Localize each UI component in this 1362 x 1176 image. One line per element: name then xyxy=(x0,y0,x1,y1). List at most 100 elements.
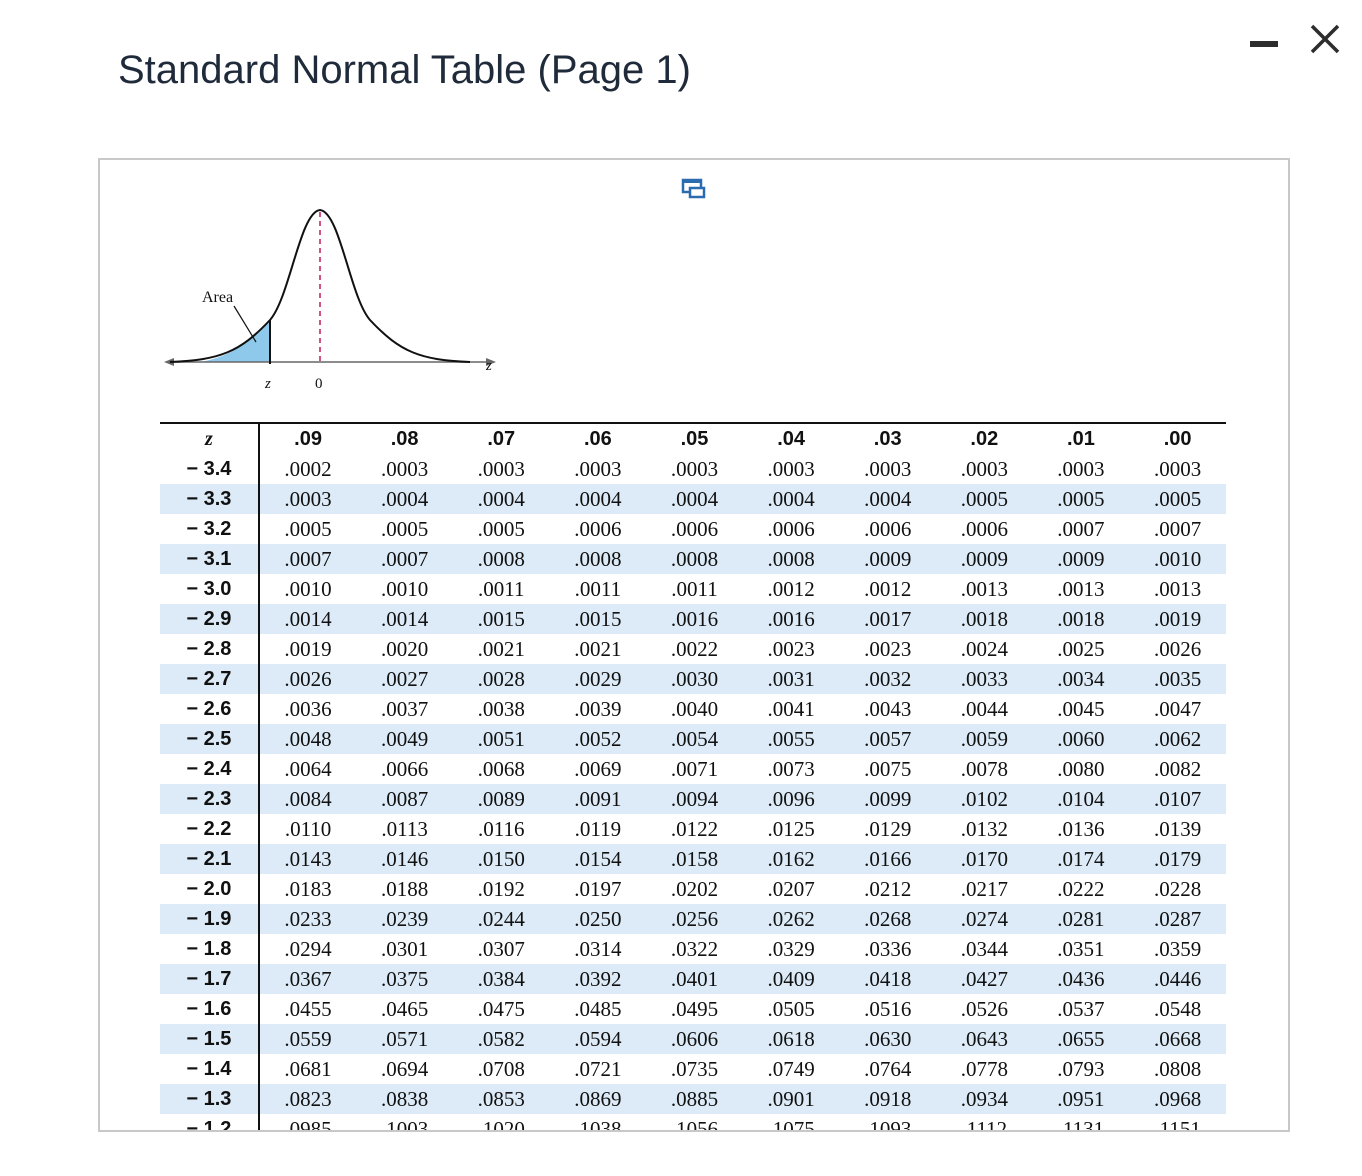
probability-cell: .0052 xyxy=(574,727,622,751)
probability-cell: .0018 xyxy=(960,607,1008,631)
probability-cell: .0495 xyxy=(670,997,719,1021)
probability-cell: .0132 xyxy=(960,817,1008,841)
probability-cell: .0007 xyxy=(381,547,429,571)
table-row: − 1.4 .0681 .0694 .0708 .0721 .0735 .0749 .0764… xyxy=(160,1054,1226,1084)
probability-cell: .0009 xyxy=(960,547,1008,571)
z-value-cell: − 1.9 xyxy=(160,904,260,934)
probability-cell: .0089 xyxy=(477,787,525,811)
axis-label: z xyxy=(485,358,492,374)
table-row: − 1.5 .0559 .0571 .0582 .0594 .0606 .0618 .0630… xyxy=(160,1024,1226,1054)
z-column-header: z xyxy=(160,423,260,454)
z-table-wrapper: z .09 .08 .07 .06 .05 .04 .03 .02 .01 .0… xyxy=(160,422,1226,1132)
probability-cell: .0526 xyxy=(960,997,1008,1021)
area-label: Area xyxy=(202,289,233,306)
probability-cell: .0643 xyxy=(960,1027,1008,1051)
z-tick-label: z xyxy=(264,376,271,392)
probability-cell: .0668 xyxy=(1153,1027,1202,1051)
probability-cell: .0034 xyxy=(1057,667,1105,691)
probability-cell: .0158 xyxy=(670,847,719,871)
probability-cell: .0143 xyxy=(284,847,332,871)
probability-cell: .1112 xyxy=(961,1117,1008,1132)
probability-cell: .0146 xyxy=(381,847,429,871)
probability-cell: .0778 xyxy=(960,1057,1008,1081)
minimize-icon[interactable] xyxy=(1250,41,1278,47)
probability-cell: .0002 xyxy=(284,457,332,481)
probability-cell: .0985 xyxy=(284,1117,332,1132)
probability-cell: .0351 xyxy=(1057,937,1105,961)
probability-cell: .0032 xyxy=(864,667,912,691)
probability-cell: .0918 xyxy=(864,1087,912,1111)
probability-cell: .0154 xyxy=(574,847,622,871)
column-header: .03 xyxy=(873,428,902,450)
z-value-cell: − 2.9 xyxy=(160,604,260,634)
probability-cell: .0222 xyxy=(1057,877,1105,901)
probability-cell: .0029 xyxy=(574,667,622,691)
probability-cell: .0012 xyxy=(864,577,912,601)
probability-cell: .0793 xyxy=(1057,1057,1105,1081)
probability-cell: .0003 xyxy=(670,457,719,481)
probability-cell: .0694 xyxy=(381,1057,429,1081)
probability-cell: .0033 xyxy=(960,667,1008,691)
probability-cell: .0162 xyxy=(767,847,815,871)
probability-cell: .0010 xyxy=(381,577,429,601)
table-row: − 1.7 .0367 .0375 .0384 .0392 .0401 .0409 .0418… xyxy=(160,964,1226,994)
close-icon[interactable] xyxy=(1308,22,1342,56)
table-row: − 1.9 .0233 .0239 .0244 .0250 .0256 .0262 .0268… xyxy=(160,904,1226,934)
probability-cell: .0006 xyxy=(574,517,622,541)
probability-cell: .0287 xyxy=(1153,907,1202,931)
probability-cell: .0018 xyxy=(1057,607,1105,631)
probability-cell: .0075 xyxy=(864,757,912,781)
z-value-cell: − 1.5 xyxy=(160,1024,260,1054)
probability-cell: .0003 xyxy=(960,457,1008,481)
probability-cell: .0005 xyxy=(1057,487,1105,511)
probability-cell: .0179 xyxy=(1153,847,1202,871)
probability-cell: .0968 xyxy=(1153,1087,1202,1111)
probability-cell: .0060 xyxy=(1057,727,1105,751)
table-row: − 2.7 .0026 .0027 .0028 .0029 .0030 .0031 .0032… xyxy=(160,664,1226,694)
probability-cell: .0618 xyxy=(767,1027,815,1051)
z-value-cell: − 2.0 xyxy=(160,874,260,904)
probability-cell: .0028 xyxy=(477,667,525,691)
probability-cell: .0005 xyxy=(1153,487,1202,511)
probability-cell: .0041 xyxy=(767,697,815,721)
probability-cell: .0367 xyxy=(284,967,332,991)
table-row: − 2.6 .0036 .0037 .0038 .0039 .0040 .0041 .0043… xyxy=(160,694,1226,724)
z-value-cell: − 1.8 xyxy=(160,934,260,964)
probability-cell: .0068 xyxy=(477,757,525,781)
probability-cell: .0301 xyxy=(381,937,429,961)
probability-cell: .0268 xyxy=(864,907,912,931)
probability-cell: .0021 xyxy=(574,637,622,661)
probability-cell: .0021 xyxy=(477,637,525,661)
probability-cell: .0869 xyxy=(574,1087,622,1111)
probability-cell: .0655 xyxy=(1057,1027,1105,1051)
probability-cell: .0024 xyxy=(960,637,1008,661)
probability-cell: .0049 xyxy=(381,727,429,751)
probability-cell: .0427 xyxy=(960,967,1008,991)
probability-cell: .0314 xyxy=(574,937,622,961)
table-row: − 2.3 .0084 .0087 .0089 .0091 .0094 .0096 .0099… xyxy=(160,784,1226,814)
table-row: − 1.3 .0823 .0838 .0853 .0869 .0885 .0901 .0918… xyxy=(160,1084,1226,1114)
table-row: − 1.2 .0985 .1003 .1020 .1038 .1056 .1075 .1093… xyxy=(160,1114,1226,1132)
probability-cell: .0017 xyxy=(864,607,912,631)
zero-tick-label: 0 xyxy=(315,376,323,392)
z-value-cell: − 1.6 xyxy=(160,994,260,1024)
probability-cell: .0119 xyxy=(574,817,622,841)
probability-cell: .0102 xyxy=(960,787,1008,811)
probability-cell: .0014 xyxy=(284,607,332,631)
column-header: .04 xyxy=(777,428,805,450)
probability-cell: .0392 xyxy=(574,967,622,991)
popout-icon[interactable] xyxy=(681,178,707,205)
window-controls xyxy=(1250,22,1342,56)
shaded-area xyxy=(200,320,270,362)
probability-cell: .0004 xyxy=(864,487,912,511)
probability-cell: .0188 xyxy=(381,877,429,901)
probability-cell: .0008 xyxy=(670,547,719,571)
probability-cell: .0047 xyxy=(1153,697,1202,721)
probability-cell: .0170 xyxy=(960,847,1008,871)
probability-cell: .0007 xyxy=(1153,517,1202,541)
probability-cell: .0022 xyxy=(670,637,719,661)
probability-cell: .0039 xyxy=(574,697,622,721)
probability-cell: .1093 xyxy=(864,1117,912,1132)
probability-cell: .0051 xyxy=(477,727,525,751)
z-table-body: − 3.4 .0002 .0003 .0003 .0003 .0003 .0003 .0003… xyxy=(160,454,1226,1132)
